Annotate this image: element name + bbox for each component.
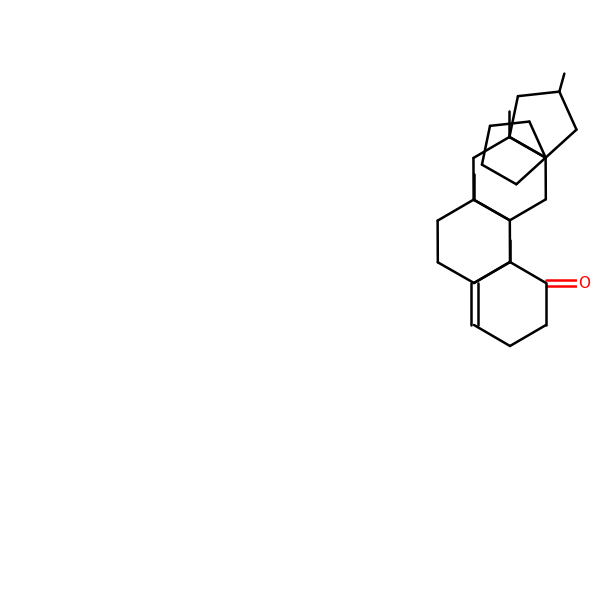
Text: O: O xyxy=(578,275,590,290)
